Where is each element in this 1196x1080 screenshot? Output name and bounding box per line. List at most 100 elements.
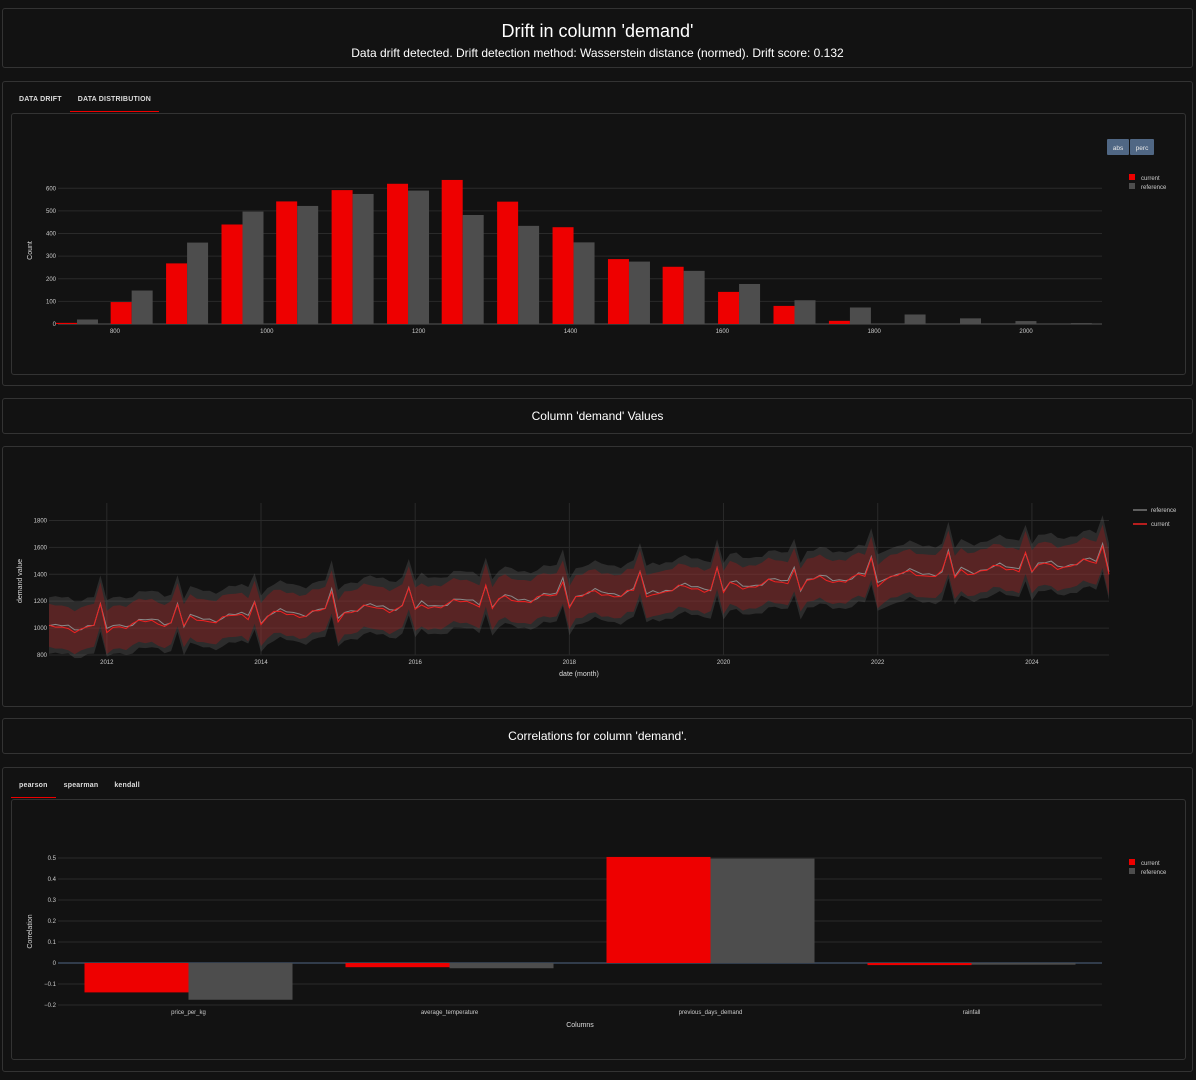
x-tick-label: price_per_kg xyxy=(171,1010,206,1016)
tab-data-distribution[interactable]: DATA DISTRIBUTION xyxy=(69,96,160,112)
reference-bar xyxy=(628,261,650,324)
reference-bar xyxy=(849,307,871,324)
tab-pearson[interactable]: pearson xyxy=(11,782,56,798)
reference-bar xyxy=(352,193,374,324)
distribution-card: DATA DRIFT DATA DISTRIBUTION 0 100 200 300 4… xyxy=(2,81,1193,386)
x-tick-label: 1800 xyxy=(868,329,882,335)
legend-swatch-reference xyxy=(1129,183,1135,189)
y-tick-label: −0.2 xyxy=(44,1003,57,1009)
reference-bar xyxy=(904,314,926,324)
reference-bar xyxy=(462,214,484,324)
x-tick-label: 2012 xyxy=(100,660,114,666)
current-band xyxy=(49,524,1109,655)
current-bar xyxy=(166,263,188,324)
legend-label-current: current xyxy=(1141,176,1160,182)
reference-bar xyxy=(518,225,540,324)
current-bar xyxy=(331,190,353,324)
x-tick-label: 2000 xyxy=(1019,329,1033,335)
current-bar xyxy=(662,266,684,324)
abs-button-label: abs xyxy=(1113,145,1124,152)
x-tick-label: previous_days_demand xyxy=(679,1010,743,1016)
x-tick-label: 2016 xyxy=(409,660,423,666)
current-bar xyxy=(276,201,298,324)
legend-label-reference: reference xyxy=(1141,870,1167,876)
x-tick-label: 1600 xyxy=(716,329,730,335)
current-bar xyxy=(387,183,409,324)
current-bar xyxy=(345,963,450,968)
x-tick-label: 2022 xyxy=(871,660,885,666)
x-tick-label: 1000 xyxy=(260,329,274,335)
reference-bar xyxy=(187,242,209,324)
current-bar xyxy=(55,322,77,324)
reference-bar xyxy=(188,963,293,1000)
distribution-tabs: DATA DRIFT DATA DISTRIBUTION xyxy=(11,96,160,112)
distribution-chart-panel: 0 100 200 300 400 500 600 800 1000 1200 1400 1600 18… xyxy=(11,113,1186,375)
y-tick-label: 0.4 xyxy=(48,877,57,883)
abs-button[interactable]: abs xyxy=(1107,139,1129,155)
legend-label-reference: reference xyxy=(1141,185,1167,191)
y-tick-label: 0.2 xyxy=(48,919,57,925)
current-bar xyxy=(84,963,189,993)
y-axis-label: demand value xyxy=(17,559,24,603)
reference-bar xyxy=(1015,321,1037,324)
y-tick-label: 500 xyxy=(46,209,57,215)
y-tick-label: 400 xyxy=(46,232,57,238)
x-tick-label: 800 xyxy=(110,329,121,335)
correlations-card: pearson spearman kendall −0.2 −0.1 0 0.1 0.2… xyxy=(2,767,1193,1072)
reference-band xyxy=(49,515,1109,659)
reference-bar xyxy=(971,963,1076,965)
legend-label-reference: reference xyxy=(1151,508,1177,514)
y-tick-label: 1800 xyxy=(34,518,48,524)
tab-data-drift[interactable]: DATA DRIFT xyxy=(19,96,62,103)
correlations-title-card: Correlations for column 'demand'. xyxy=(2,718,1193,754)
perc-button[interactable]: perc xyxy=(1130,139,1154,155)
x-tick-label: 1400 xyxy=(564,329,578,335)
reference-bar xyxy=(573,242,595,324)
y-tick-label: 1200 xyxy=(34,599,48,605)
y-tick-label: −0.1 xyxy=(44,982,57,988)
correlations-title: Correlations for column 'demand'. xyxy=(508,729,687,743)
y-tick-label: 1400 xyxy=(34,572,48,578)
reference-bar xyxy=(297,205,319,324)
perc-button-bg xyxy=(1130,139,1154,155)
reference-bar xyxy=(408,190,430,324)
y-axis-label: Correlation xyxy=(27,914,34,948)
correlation-tabs: pearson spearman kendall xyxy=(11,782,148,798)
y-tick-label: 1600 xyxy=(34,545,48,551)
legend-label-current: current xyxy=(1151,522,1170,528)
reference-bar xyxy=(739,283,761,324)
y-tick-label: 0.1 xyxy=(48,940,57,946)
reference-bar xyxy=(449,963,554,969)
correlations-chart: −0.2 −0.1 0 0.1 0.2 0.3 0.4 0.5 price_per_kg aver… xyxy=(27,856,1167,1029)
tab-spearman[interactable]: spearman xyxy=(63,782,99,789)
tab-kendall[interactable]: kendall xyxy=(114,782,140,789)
x-tick-label: 2020 xyxy=(717,660,731,666)
current-line xyxy=(48,544,1110,634)
legend-swatch-current xyxy=(1129,174,1135,180)
abs-button-bg xyxy=(1107,139,1129,155)
y-tick-label: 100 xyxy=(46,299,57,305)
current-bar xyxy=(867,963,972,966)
drift-subtitle: Data drift detected. Drift detection met… xyxy=(351,46,844,60)
y-tick-label: 0.5 xyxy=(48,856,57,862)
current-bar xyxy=(497,201,519,324)
legend-swatch-current xyxy=(1129,859,1135,865)
distribution-chart: 0 100 200 300 400 500 600 800 1000 1200 1400 1600 18… xyxy=(27,139,1167,335)
y-tick-label: 0 xyxy=(53,322,57,328)
perc-button-label: perc xyxy=(1136,145,1149,152)
current-bar xyxy=(606,856,711,963)
values-title: Column 'demand' Values xyxy=(531,409,664,423)
reference-bar xyxy=(683,270,705,324)
y-tick-label: 800 xyxy=(37,653,48,659)
reference-bar xyxy=(960,318,982,324)
reference-bar xyxy=(242,211,264,324)
x-axis-label: date (month) xyxy=(559,671,599,678)
x-tick-label: rainfall xyxy=(963,1010,981,1016)
current-bar xyxy=(773,305,795,324)
y-tick-label: 300 xyxy=(46,254,57,260)
values-card: 800 1000 1200 1400 1600 1800 2012 2014 2016 2018 2… xyxy=(2,446,1193,707)
x-tick-label: 2024 xyxy=(1025,660,1039,666)
drift-title: Drift in column 'demand' xyxy=(501,21,694,41)
current-bar xyxy=(110,302,132,324)
reference-bar xyxy=(1070,323,1092,324)
